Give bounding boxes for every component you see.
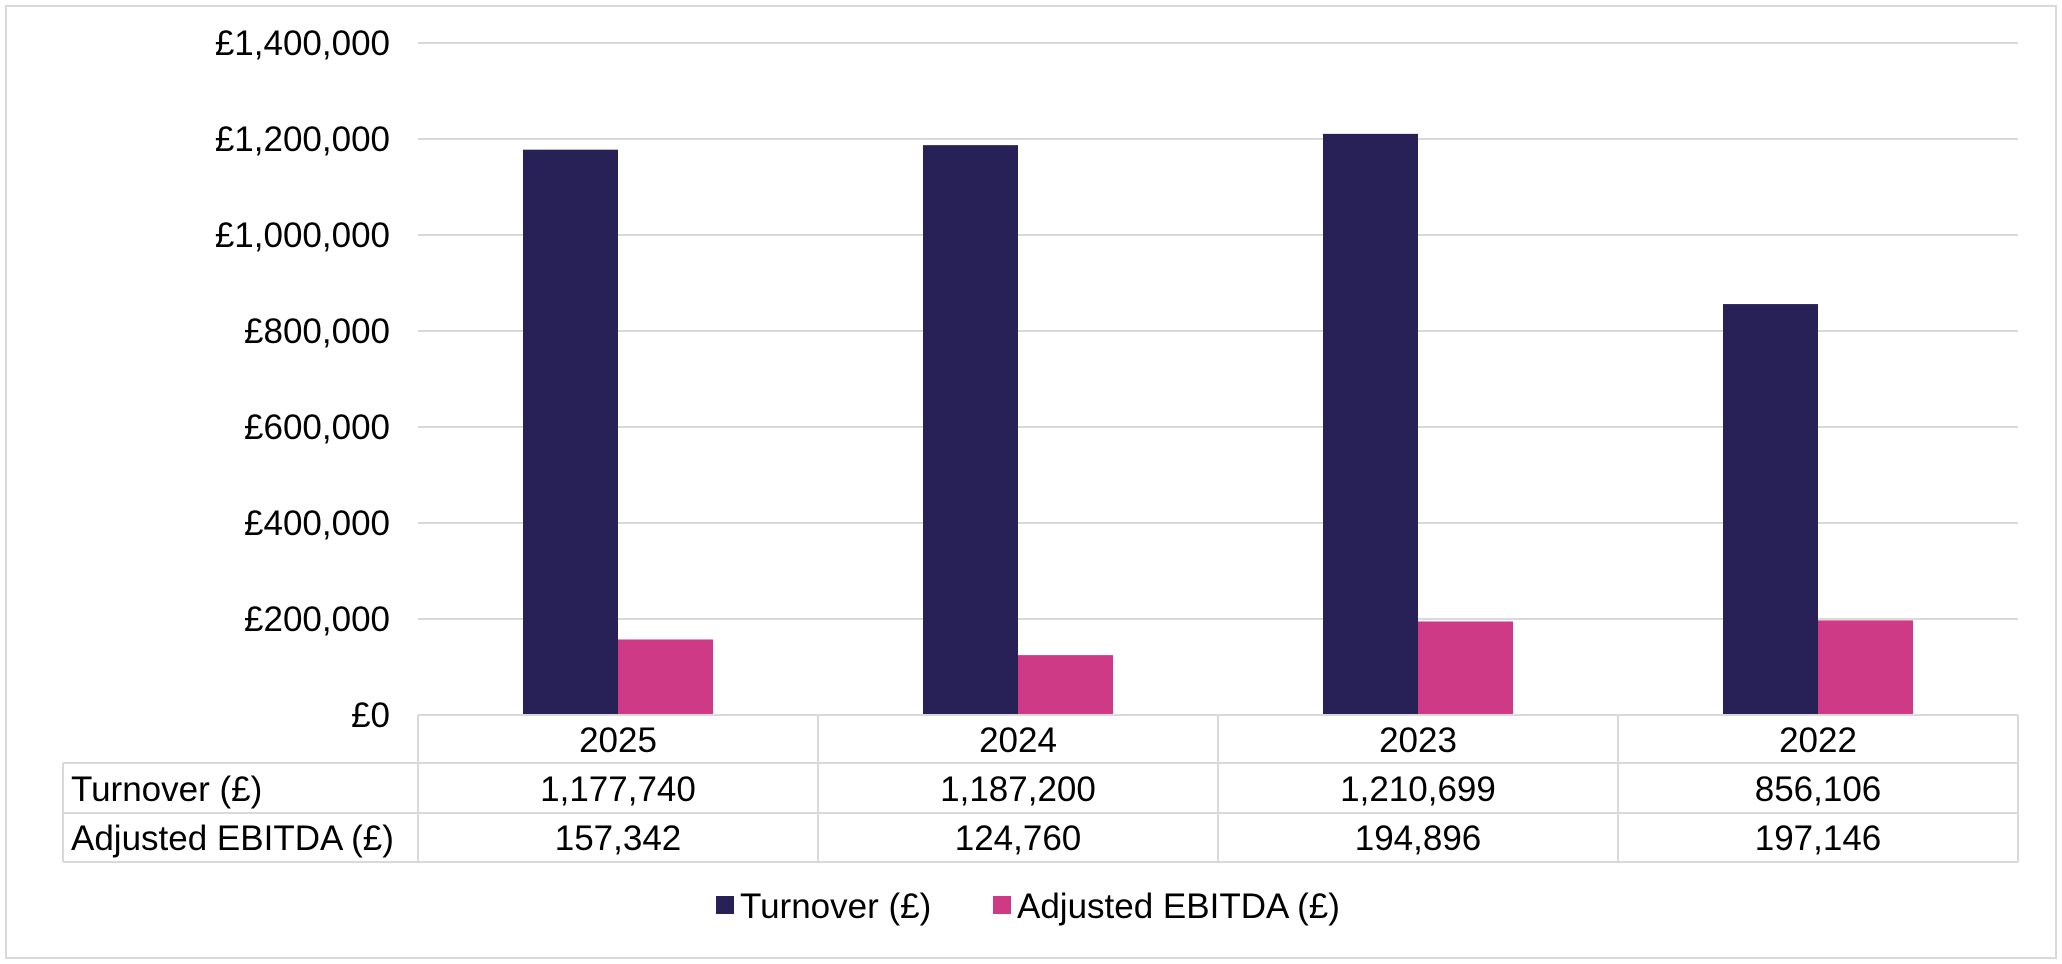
table-cell: 194,896 xyxy=(1355,819,1482,858)
bar-adjusted-ebitda-2022 xyxy=(1818,620,1913,715)
bar-turnover-2024 xyxy=(923,145,1018,716)
data-table: 2025 2024 2023 2022 Turnover (£) 1,177,740 1,1… xyxy=(62,714,2019,863)
y-tick-label: £800,000 xyxy=(244,312,390,351)
bar-turnover-2025 xyxy=(523,149,618,715)
x-tick-label: 2023 xyxy=(1379,721,1457,760)
y-tick-label: £600,000 xyxy=(244,408,390,447)
legend: Turnover (£) Adjusted EBITDA (£) xyxy=(716,887,1340,926)
legend-label: Adjusted EBITDA (£) xyxy=(1017,887,1340,926)
x-tick-label: 2025 xyxy=(579,721,657,760)
bars xyxy=(523,133,1913,716)
legend-label: Turnover (£) xyxy=(740,887,931,926)
bar-turnover-2023 xyxy=(1323,133,1418,715)
x-tick-label: 2024 xyxy=(979,721,1057,760)
table-row-label: Turnover (£) xyxy=(71,770,262,809)
bar-adjusted-ebitda-2023 xyxy=(1418,621,1513,715)
bar-adjusted-ebitda-2024 xyxy=(1018,655,1113,715)
x-tick-label: 2022 xyxy=(1779,721,1857,760)
bar-turnover-2022 xyxy=(1723,304,1818,715)
y-tick-label: £1,000,000 xyxy=(215,216,390,255)
table-cell: 124,760 xyxy=(955,819,1082,858)
y-tick-label: £200,000 xyxy=(244,600,390,639)
table-cell: 157,342 xyxy=(555,819,682,858)
table-row-label: Adjusted EBITDA (£) xyxy=(71,819,394,858)
table-cell: 856,106 xyxy=(1755,770,1882,809)
table-cell: 1,210,699 xyxy=(1340,770,1496,809)
y-tick-label: £1,400,000 xyxy=(215,24,390,63)
table-cell: 1,177,740 xyxy=(540,770,696,809)
y-axis: £0 £200,000 £400,000 £600,000 £800,000 £1,000… xyxy=(215,24,390,735)
table-cell: 1,187,200 xyxy=(940,770,1096,809)
y-tick-label: £1,200,000 xyxy=(215,120,390,159)
table-cell: 197,146 xyxy=(1755,819,1882,858)
y-tick-label: £400,000 xyxy=(244,504,390,543)
legend-swatch xyxy=(993,896,1011,914)
chart-border xyxy=(5,5,2057,959)
bar-adjusted-ebitda-2025 xyxy=(618,639,713,715)
legend-swatch xyxy=(716,896,734,914)
y-tick-label: £0 xyxy=(351,696,390,735)
